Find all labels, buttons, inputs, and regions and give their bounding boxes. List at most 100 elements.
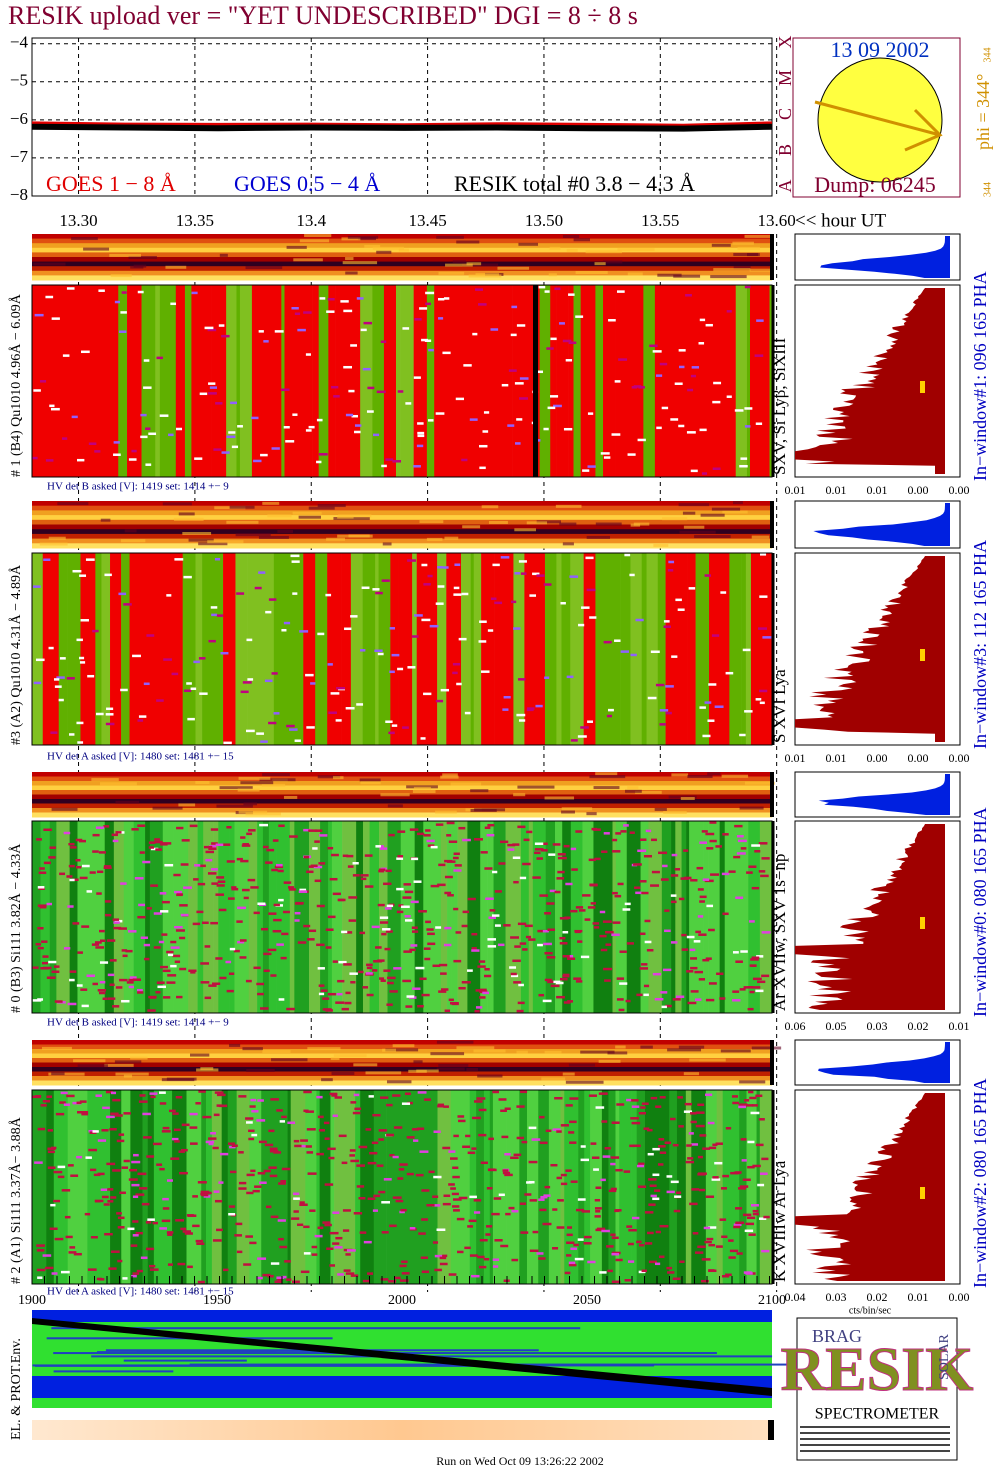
spectro-dash <box>566 1233 573 1237</box>
spectro-dash <box>674 868 681 871</box>
spectro-dash <box>712 467 721 471</box>
spectro-dash <box>575 315 584 318</box>
spectro-column <box>650 1090 660 1284</box>
y-tick-label: −8 <box>10 185 28 204</box>
pha-profile <box>818 1042 950 1083</box>
spectro-dash <box>129 1168 138 1172</box>
spectro-dash <box>615 832 622 835</box>
spectro-dash <box>257 1099 264 1102</box>
spectro-dash <box>238 1187 247 1190</box>
strip-blob <box>737 246 760 250</box>
strip-blob <box>430 1052 465 1056</box>
spectro-dash <box>747 1007 754 1011</box>
spectro-dash <box>469 1195 477 1199</box>
spectro-dash <box>701 1279 709 1283</box>
spectro-dash <box>345 991 351 995</box>
spectro-dash <box>447 894 454 897</box>
spectro-dash <box>268 598 277 601</box>
spectro-dash <box>705 832 715 836</box>
spectro-dash <box>107 1200 114 1203</box>
spectro-dash <box>427 942 436 946</box>
spectro-dash <box>88 1148 97 1152</box>
spectro-dash <box>477 965 486 968</box>
spectro-dash <box>721 1235 728 1239</box>
spectro-dash <box>679 365 685 369</box>
spectro-dash <box>456 682 462 686</box>
spectro-dash <box>318 453 328 456</box>
spectro-dash <box>187 717 195 721</box>
spectro-dash <box>694 998 702 1001</box>
spectro-dash <box>583 1235 592 1239</box>
spectro-dash <box>735 960 743 963</box>
strip-blob <box>238 810 268 814</box>
strip-edge <box>770 501 774 548</box>
spectro-column <box>423 821 428 1013</box>
spectro-dash <box>759 595 768 598</box>
spectro-dash <box>55 1112 65 1116</box>
spectro-column <box>123 821 134 1013</box>
spectro-dash <box>326 1247 334 1250</box>
spectro-dash <box>649 1184 657 1187</box>
spectro-dash <box>334 1096 343 1099</box>
spectro-dash <box>54 965 60 968</box>
spectro-dash <box>406 1136 415 1139</box>
spectro-dash <box>341 930 348 934</box>
spectro-dash <box>437 1103 445 1107</box>
spectro-dash <box>664 929 671 933</box>
spectro-column <box>121 1090 131 1284</box>
spectro-dash <box>660 991 668 994</box>
spectro-dash <box>381 464 387 468</box>
spectro-dash <box>240 690 249 694</box>
spectro-dash <box>501 1135 509 1139</box>
spectro-dash <box>281 629 287 632</box>
spectro-dash <box>159 414 169 417</box>
spectro-column <box>188 821 198 1013</box>
spectro-dash <box>378 868 386 872</box>
spectro-column <box>302 285 313 477</box>
spectro-column <box>762 553 773 745</box>
spectro-dash <box>99 961 109 964</box>
spectro-dash <box>446 834 452 837</box>
spectro-dash <box>323 1121 330 1125</box>
spectro-dash <box>744 1229 754 1233</box>
spectro-dash <box>587 412 594 415</box>
spectro-column <box>195 553 203 745</box>
spectro-dash <box>186 682 192 685</box>
spectro-dash <box>101 1129 109 1132</box>
spectro-dash <box>131 449 137 453</box>
strip-blob <box>435 810 457 814</box>
strip-blob <box>331 1071 355 1075</box>
spectro-dash <box>189 824 198 828</box>
spectro-dash <box>538 285 546 289</box>
spectro-dash <box>560 1124 569 1127</box>
spectro-dash <box>383 1178 392 1181</box>
spectro-dash <box>486 1225 493 1228</box>
spectro-dash <box>310 682 316 685</box>
spectro-dash <box>48 960 57 964</box>
spectro-dash <box>152 1221 158 1225</box>
spectro-dash <box>582 469 590 472</box>
spectro-column <box>257 821 264 1013</box>
strip-blob <box>243 802 258 806</box>
strip-blob <box>83 247 110 251</box>
spectro-dash <box>703 1226 711 1230</box>
spectro-dash <box>490 328 499 331</box>
spectro-dash <box>175 1095 183 1099</box>
strip-band <box>32 1040 772 1045</box>
spectro-column <box>584 1090 591 1284</box>
spectro-dash <box>564 1271 571 1275</box>
spectro-dash <box>72 569 82 573</box>
spectro-dash <box>402 327 410 330</box>
spectro-dash <box>322 1221 331 1224</box>
spectro-dash <box>443 943 452 947</box>
spectro-dash <box>714 1161 723 1165</box>
spectro-dash <box>694 970 704 974</box>
spectro-column <box>681 821 687 1013</box>
spectro-dash <box>691 366 700 369</box>
spectro-dash <box>42 1099 51 1103</box>
spectro-dash <box>80 1111 89 1114</box>
spectro-dash <box>699 706 706 709</box>
spectro-dash <box>171 672 179 676</box>
spectro-dash <box>53 1170 63 1174</box>
spectro-dash <box>450 1157 458 1160</box>
